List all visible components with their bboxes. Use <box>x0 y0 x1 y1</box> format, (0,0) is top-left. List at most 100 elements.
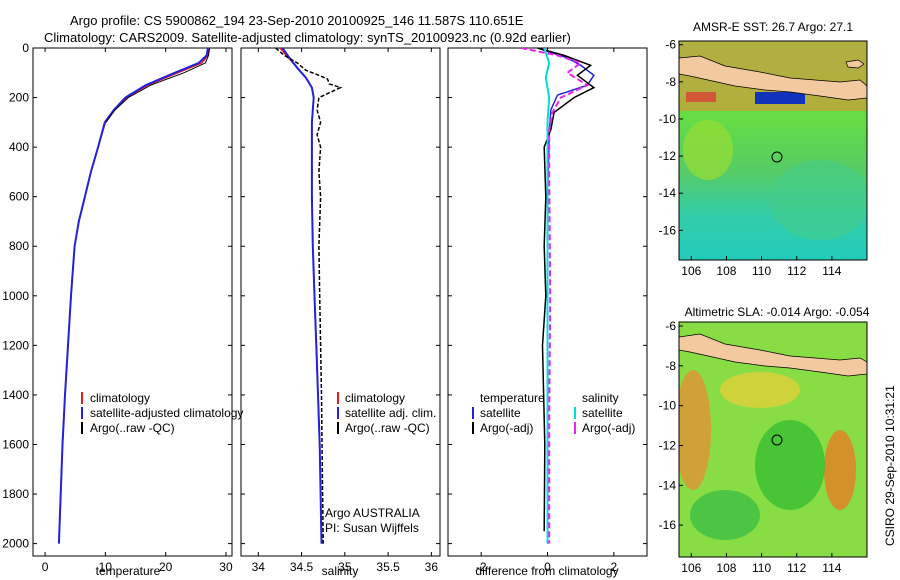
legend-label-climatology: climatology <box>90 391 150 405</box>
map-y-tick-label: -10 <box>659 112 677 126</box>
sst-map-ticks: 106 108 110 112 114 -6 -8 -10 -12 -14 -16 <box>659 38 842 278</box>
legend-label-argo: Argo(..raw -QC) <box>345 421 430 435</box>
series-line-satellite-adj-clim- <box>281 48 323 544</box>
map-x-tick-label: 112 <box>787 561 806 575</box>
salinity-series <box>275 48 343 544</box>
sla-high-3 <box>720 372 800 408</box>
salinity-axes <box>240 47 441 557</box>
temperature-series <box>57 48 211 544</box>
y-tick-label: 1600 <box>2 437 29 451</box>
map-y-tick-label: -6 <box>665 38 676 52</box>
csiro-timestamp: CSIRO 29-Sep-2010 10:31:21 <box>883 385 897 546</box>
x-tick-label: 20 <box>159 560 173 574</box>
legend-label-satellite: satellite adj. clim. <box>345 406 436 420</box>
sst-map-field <box>679 41 867 260</box>
series-line-temperature-argo-adj- <box>537 48 596 532</box>
x-tick-label: -2 <box>476 560 487 574</box>
y-tick-label: 1800 <box>2 487 29 501</box>
y-tick-label: 1200 <box>2 338 29 352</box>
legend-label-argo: Argo(..raw -QC) <box>90 421 175 435</box>
sla-high-2 <box>824 430 856 510</box>
sla-map-title: Altimetric SLA: -0.014 Argo: -0.054 <box>685 305 870 319</box>
sst-red-pixels <box>686 92 716 102</box>
sla-low-2 <box>690 490 760 540</box>
map-x-tick-label: 112 <box>787 264 806 278</box>
x-tick-label: 10 <box>99 560 113 574</box>
map-y-tick-label: -12 <box>659 149 677 163</box>
x-tick-label: 35.5 <box>376 560 400 574</box>
map-x-tick-label: 110 <box>752 264 771 278</box>
header-title-line1: Argo profile: CS 5900862_194 23-Sep-2010… <box>70 13 524 28</box>
y-tick-label: 2000 <box>2 537 29 551</box>
x-tick-label: 35 <box>338 560 352 574</box>
sst-warm-blob <box>683 120 733 180</box>
map-x-tick-label: 108 <box>716 264 736 278</box>
salinity-legend: climatology satellite adj. clim. Argo(..… <box>325 391 436 535</box>
map-y-tick-label: -12 <box>659 438 677 452</box>
y-tick-label: 200 <box>9 91 29 105</box>
y-tick-label: 0 <box>22 41 29 55</box>
series-line-argo-raw-qc- <box>275 48 343 544</box>
map-y-tick-label: -8 <box>665 75 676 89</box>
sst-cold-pixels <box>755 92 805 104</box>
x-tick-label: 34 <box>252 560 266 574</box>
legend-label-temp-satellite: satellite <box>480 406 521 420</box>
axis-ticks: 0 10 20 30 34 34.5 35 35.5 36 -2 0 2 <box>33 47 647 574</box>
sla-map-ticks: 106 108 110 112 114 -6 -8 -10 -12 -14 -16 <box>659 319 842 575</box>
map-x-tick-label: 114 <box>822 561 841 575</box>
header-title-line2: Climatology: CARS2009. Satellite-adjuste… <box>44 30 571 45</box>
x-tick-label: 34.5 <box>290 560 314 574</box>
legend-label-satellite: satellite-adjusted climatology <box>90 406 243 420</box>
legend-title-temperature: temperature <box>480 391 545 405</box>
map-y-tick-label: -10 <box>659 399 677 413</box>
sst-map-frame <box>678 40 868 261</box>
y-tick-label: 400 <box>9 140 29 154</box>
salinity-xlabel: salinity <box>322 564 359 578</box>
map-y-tick-label: -16 <box>659 518 677 532</box>
x-tick-label: 2 <box>610 560 617 574</box>
java-island <box>679 333 867 377</box>
y-tick-label: 1000 <box>2 289 29 303</box>
small-island <box>845 59 865 69</box>
y-tick-label: 1400 <box>2 388 29 402</box>
series-line-argo-raw-qc- <box>105 48 211 123</box>
sst-cool-blob <box>770 160 867 240</box>
legend-title-salinity: salinity <box>582 391 619 405</box>
sla-map-field <box>679 322 867 557</box>
series-line-satellite-adjusted-climatology <box>57 48 209 544</box>
map-x-tick-label: 106 <box>681 561 701 575</box>
map-x-tick-label: 106 <box>681 264 701 278</box>
sla-high-1 <box>679 370 711 490</box>
legend-label-sal-satellite: satellite <box>582 406 623 420</box>
difference-series <box>520 48 596 544</box>
temperature-axes <box>32 47 233 557</box>
java-island <box>679 55 867 101</box>
x-tick-label: 0 <box>42 560 49 574</box>
difference-xlabel: difference from climatology <box>475 564 618 578</box>
map-y-tick-label: -14 <box>659 478 677 492</box>
legend-label-climatology: climatology <box>345 391 405 405</box>
map-y-tick-label: -14 <box>659 186 677 200</box>
map-x-tick-label: 114 <box>822 264 841 278</box>
legend-label-temp-argo: Argo(-adj) <box>480 421 533 435</box>
map-y-tick-label: -16 <box>659 223 677 237</box>
x-tick-label: 0 <box>544 560 551 574</box>
y-tick-label: 600 <box>9 190 29 204</box>
float-marker <box>771 434 783 446</box>
map-x-tick-label: 110 <box>752 561 771 575</box>
map-y-tick-label: -6 <box>665 319 676 333</box>
float-marker <box>771 151 783 163</box>
series-line-salinity-satellite <box>543 48 551 544</box>
series-line-climatology <box>58 48 210 544</box>
map-x-tick-label: 108 <box>716 561 736 575</box>
map-y-tick-label: -8 <box>665 359 676 373</box>
difference-legend: temperature satellite Argo(-adj) salinit… <box>472 391 635 435</box>
temperature-xlabel: temperature <box>96 564 161 578</box>
temperature-legend: climatology satellite-adjusted climatolo… <box>81 391 243 435</box>
sla-low-1 <box>755 420 825 510</box>
sla-map-frame <box>678 321 868 558</box>
annotation-pi: PI: Susan Wijffels <box>325 521 419 535</box>
legend-label-sal-argo: Argo(-adj) <box>582 421 635 435</box>
annotation-argo-australia: Argo AUSTRALIA <box>325 506 420 520</box>
